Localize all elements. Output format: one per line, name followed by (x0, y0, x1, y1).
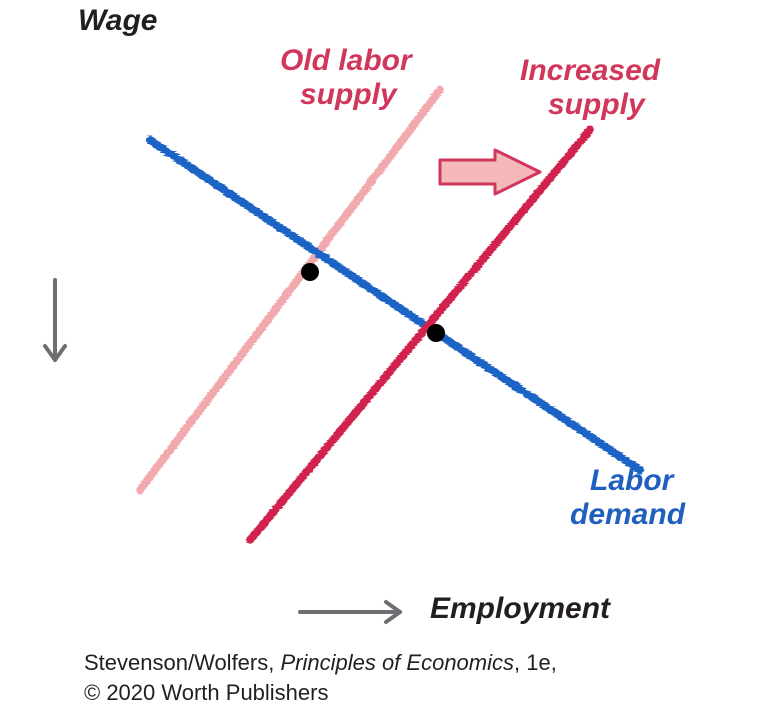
new-equilibrium-point (427, 324, 445, 342)
labor-demand-label-line1: Labor (590, 464, 676, 497)
x-axis-label: Employment (430, 592, 612, 625)
caption-authors: Stevenson/Wolfers, (84, 650, 280, 675)
employment-increase-arrow-icon (300, 602, 400, 622)
old-supply-label-line2: supply (300, 78, 398, 111)
labor-demand-label-line2: demand (570, 498, 686, 531)
caption-copyright: © 2020 Worth Publishers (84, 680, 328, 705)
caption-edition: , 1e, (514, 650, 557, 675)
old-equilibrium-point (301, 263, 319, 281)
y-axis-label: Wage (78, 4, 157, 37)
old-supply-label-line1: Old labor (280, 44, 414, 77)
increased-supply-curve (250, 130, 590, 540)
caption-title: Principles of Economics (280, 650, 514, 675)
figure-caption: Stevenson/Wolfers, Principles of Economi… (84, 648, 557, 707)
old-supply-curve (140, 90, 440, 490)
supply-shift-arrow-icon (440, 150, 540, 194)
wage-decrease-arrow-icon (45, 280, 65, 360)
labor-demand-curve (150, 140, 640, 470)
increased-supply-label-line1: Increased (520, 54, 661, 87)
increased-supply-label-line2: supply (548, 88, 646, 121)
